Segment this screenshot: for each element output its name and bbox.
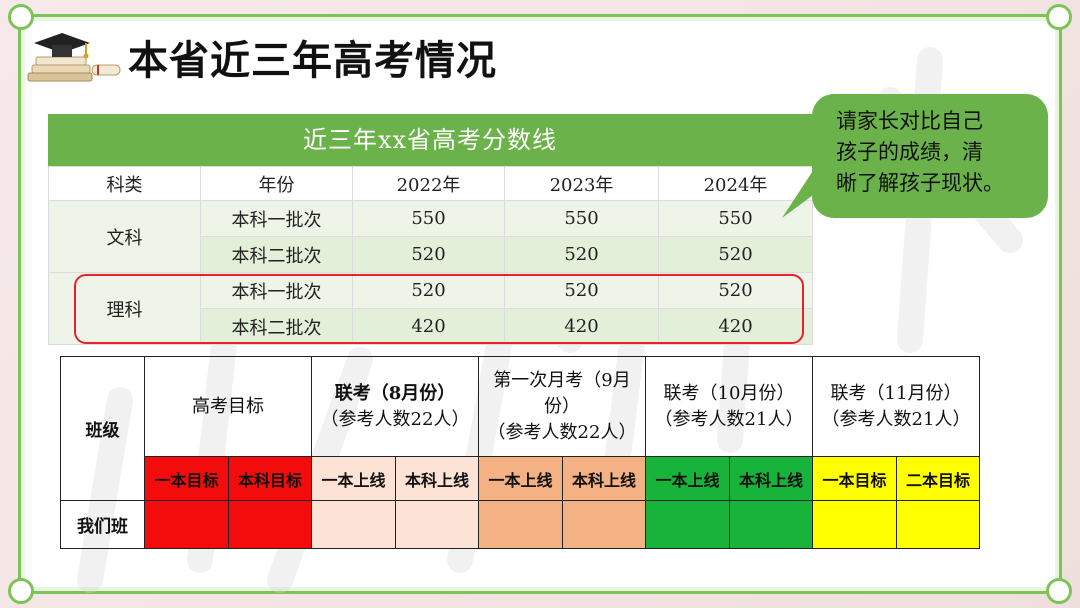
header-cell: 科类 [48, 166, 201, 201]
subject-cell: 理科 [48, 272, 201, 345]
frame-corner-decoration [1046, 578, 1072, 604]
frame-corner-decoration [1046, 4, 1072, 30]
batch-cell: 本科二批次 [200, 236, 353, 273]
sep-exam-header: 第一次月考（9月 份） （参考人数22人） [478, 356, 646, 457]
data-cell[interactable] [395, 500, 479, 549]
group-subtitle: （参考人数21人） [654, 408, 804, 430]
sub-header: 本科上线 [729, 456, 813, 501]
graduation-cap-books-icon [26, 25, 126, 89]
score-table-grid: 科类 年份 2022年 2023年 2024年 文科 本科一批次 550 550… [48, 166, 813, 345]
data-cell[interactable] [478, 500, 563, 549]
bubble-line: 晰了解孩子现状。 [836, 171, 1004, 195]
oct-exam-header: 联考（10月份） （参考人数21人） [645, 356, 813, 457]
score-cell: 550 [658, 200, 813, 237]
group-title: 联考（8月份） [334, 382, 456, 404]
score-cell: 520 [352, 236, 505, 273]
group-title: 高考目标 [192, 395, 264, 417]
batch-cell: 本科一批次 [200, 272, 353, 309]
sub-header: 一本目标 [144, 456, 229, 501]
score-cell: 420 [504, 308, 659, 345]
score-table-header-row: 科类 年份 2022年 2023年 2024年 [48, 166, 813, 201]
table-row: 理科 本科一批次 520 520 520 [48, 272, 813, 345]
score-cell: 520 [352, 272, 505, 309]
table-row: 我们班 [60, 500, 980, 549]
score-cell: 520 [658, 236, 813, 273]
score-table: 近三年xx省高考分数线 科类 年份 2022年 2023年 2024年 文科 本… [48, 114, 813, 345]
bubble-line: 请家长对比自己 [836, 109, 983, 133]
sub-header: 一本上线 [478, 456, 563, 501]
data-cell[interactable] [812, 500, 897, 549]
sub-header: 本科上线 [562, 456, 646, 501]
score-cell: 550 [352, 200, 505, 237]
data-cell[interactable] [144, 500, 229, 549]
class-label: 班级 [60, 356, 145, 501]
sub-header: 本科目标 [228, 456, 312, 501]
data-cell[interactable] [896, 500, 980, 549]
group-subtitle: （参考人数22人） [487, 421, 637, 443]
data-cell[interactable] [228, 500, 312, 549]
score-table-caption: 近三年xx省高考分数线 [48, 114, 812, 166]
class-plan-table: 班级 高考目标 联考（8月份） （参考人数22人） 第一次月考（9月 份） （参… [60, 356, 980, 549]
group-subtitle: （参考人数22人） [320, 408, 470, 430]
sub-header: 本科上线 [395, 456, 479, 501]
header-cell: 年份 [200, 166, 353, 201]
header-cell: 2024年 [658, 166, 813, 201]
sub-header: 一本上线 [645, 456, 730, 501]
group-title: 第一次月考（9月 [493, 369, 631, 391]
plan-header-row: 班级 高考目标 联考（8月份） （参考人数22人） 第一次月考（9月 份） （参… [60, 356, 980, 501]
table-row: 本科二批次 520 520 520 [49, 236, 813, 273]
score-cell: 420 [352, 308, 505, 345]
data-cell[interactable] [645, 500, 730, 549]
score-cell: 520 [504, 272, 659, 309]
score-cell: 520 [504, 236, 659, 273]
our-class-label: 我们班 [60, 500, 145, 549]
goal-group-header: 高考目标 [144, 356, 312, 457]
group-title-cont: 份） [544, 395, 580, 417]
batch-cell: 本科二批次 [200, 308, 353, 345]
sub-header: 一本上线 [311, 456, 396, 501]
nov-exam-header: 联考（11月份） （参考人数21人） [812, 356, 980, 457]
subject-cell: 文科 [48, 200, 201, 273]
table-row: 文科 本科一批次 550 550 550 [48, 200, 813, 273]
score-cell: 550 [504, 200, 659, 237]
sub-header: 一本目标 [812, 456, 897, 501]
score-cell: 520 [658, 272, 813, 309]
frame-corner-decoration [8, 578, 34, 604]
parent-note-bubble: 请家长对比自己 孩子的成绩，清 晰了解孩子现状。 [812, 94, 1048, 218]
data-cell[interactable] [311, 500, 396, 549]
data-cell[interactable] [729, 500, 813, 549]
header-cell: 2023年 [504, 166, 659, 201]
group-subtitle: （参考人数21人） [821, 408, 971, 430]
plan-subheader-row: 一本目标 本科目标 一本上线 本科上线 一本上线 本科上线 一本上线 本科上线 … [61, 456, 980, 501]
score-cell: 420 [658, 308, 813, 345]
data-cell[interactable] [562, 500, 646, 549]
bubble-line: 孩子的成绩，清 [836, 140, 983, 164]
header-cell: 2022年 [352, 166, 505, 201]
group-title: 联考（11月份） [830, 382, 962, 404]
group-title: 联考（10月份） [663, 382, 795, 404]
title-area: 本省近三年高考情况 [26, 22, 497, 92]
table-row: 本科二批次 420 420 420 [49, 308, 813, 345]
frame-corner-decoration [8, 4, 34, 30]
sub-header: 二本目标 [896, 456, 980, 501]
aug-exam-header: 联考（8月份） （参考人数22人） [311, 356, 479, 457]
page-title: 本省近三年高考情况 [128, 38, 497, 84]
batch-cell: 本科一批次 [200, 200, 353, 237]
speech-bubble-tail-icon [782, 160, 820, 218]
